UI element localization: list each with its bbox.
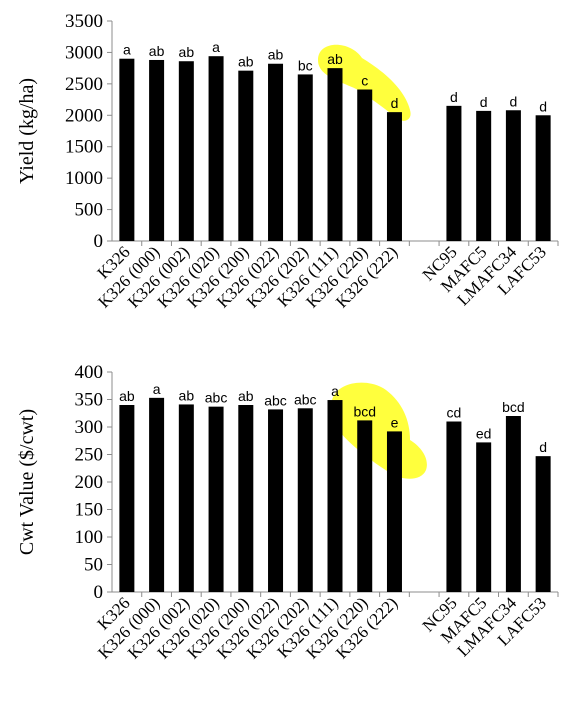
highlighter-marks: [318, 44, 427, 479]
bar: [119, 58, 135, 241]
significance-label: e: [391, 414, 399, 430]
y-tick-label: 50: [84, 555, 103, 576]
significance-label: ab: [327, 51, 343, 67]
significance-label: abc: [205, 390, 228, 406]
significance-label: d: [450, 89, 458, 105]
significance-label: ab: [238, 54, 254, 70]
y-tick-label: 3000: [65, 42, 103, 63]
bar: [268, 63, 284, 241]
bar: [149, 59, 165, 241]
bar: [535, 115, 551, 241]
bar: [178, 404, 194, 592]
significance-label: ed: [476, 425, 492, 441]
significance-label: a: [331, 383, 339, 399]
y-tick-label: 400: [75, 362, 104, 383]
y-axis-title: Yield (kg/ha): [16, 78, 38, 184]
bar: [505, 416, 521, 592]
y-tick-label: 1500: [65, 137, 103, 158]
bar: [208, 406, 224, 592]
y-tick-label: 100: [75, 527, 104, 548]
significance-label: abc: [264, 392, 287, 408]
bar: [535, 456, 551, 592]
significance-label: a: [212, 39, 220, 55]
y-tick-label: 0: [94, 582, 104, 603]
significance-label: bc: [298, 57, 313, 73]
significance-label: abc: [294, 391, 317, 407]
bar: [386, 431, 402, 592]
bar: [238, 405, 254, 592]
y-tick-label: 2500: [65, 74, 103, 95]
significance-label: ab: [268, 47, 284, 63]
y-tick-label: 1000: [65, 168, 103, 189]
highlight-top: [318, 44, 411, 121]
significance-label: d: [391, 95, 399, 111]
bar: [327, 68, 343, 242]
significance-label: cd: [447, 405, 462, 421]
significance-label: c: [361, 73, 368, 89]
y-tick-label: 3500: [65, 11, 103, 32]
bar: [476, 442, 492, 592]
significance-label: ab: [238, 388, 254, 404]
significance-label: a: [123, 42, 131, 58]
y-axis-title: Cwt Value ($/cwt): [16, 409, 38, 555]
significance-label: a: [153, 381, 161, 397]
bar: [119, 405, 135, 592]
bar: [208, 56, 224, 242]
bar: [386, 112, 402, 242]
significance-label: d: [539, 439, 547, 455]
significance-label: d: [539, 98, 547, 114]
bar: [178, 61, 194, 241]
y-tick-label: 300: [75, 417, 104, 438]
y-tick-label: 150: [75, 500, 104, 521]
cwt-value-chart: 0 50 100 150 200 250 300 350 400 Cwt Value ($/cwt…: [16, 362, 559, 663]
bar: [446, 421, 462, 592]
significance-label: ab: [119, 388, 135, 404]
y-tick-label: 350: [75, 390, 104, 411]
bar: [268, 409, 284, 592]
bar: [505, 110, 521, 241]
bar: [297, 408, 313, 592]
y-tick-label: 250: [75, 445, 104, 466]
significance-label: bcd: [502, 399, 525, 415]
highlight-bottom: [330, 382, 427, 479]
bar: [357, 420, 373, 592]
bar: [327, 400, 343, 592]
bar: [297, 74, 313, 241]
y-tick-label: 200: [75, 472, 104, 493]
bar: [357, 89, 373, 241]
y-tick-label: 500: [75, 200, 104, 221]
bar: [446, 105, 462, 241]
significance-label: ab: [179, 44, 195, 60]
significance-label: ab: [149, 43, 165, 59]
significance-label: bcd: [353, 403, 376, 419]
yield-chart: 0 500 1000 1500 2000 2500 3000 3500 Yield (kg/ha…: [16, 11, 559, 312]
y-tick-label: 2000: [65, 105, 103, 126]
significance-label: d: [510, 93, 518, 109]
bar: [238, 70, 254, 242]
y-tick-label: 0: [94, 231, 104, 252]
significance-label: d: [480, 94, 488, 110]
significance-label: ab: [179, 387, 195, 403]
bar: [476, 110, 492, 241]
bar: [149, 397, 165, 592]
